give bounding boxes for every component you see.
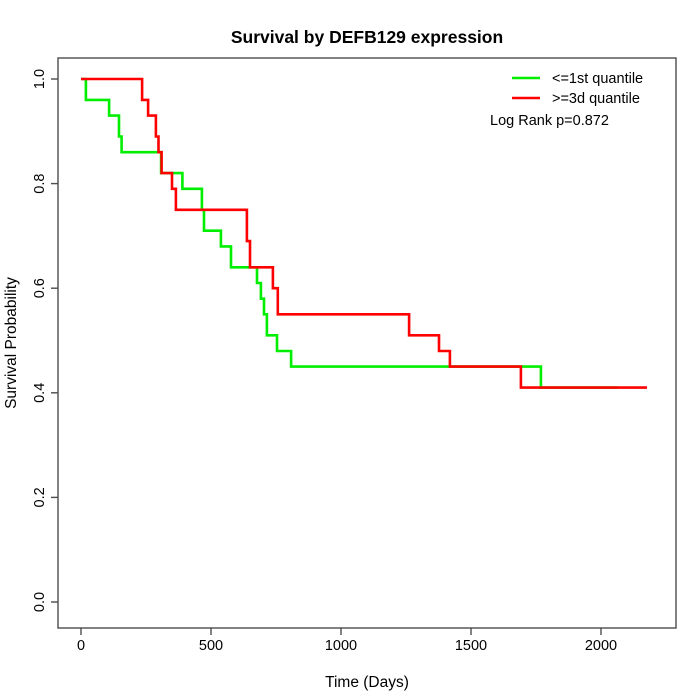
legend-label-green: <=1st quantile [552,71,643,87]
x-tick-label: 500 [199,638,223,654]
km-curve-low-quantile [81,77,618,389]
x-axis-label: Time (Days) [325,674,409,691]
log-rank-annotation: Log Rank p=0.872 [490,113,609,129]
y-tick-label: 1.0 [32,69,48,89]
chart-title: Survival by DEFB129 expression [231,27,503,47]
axes-layer: 0 500 1000 1500 2000 0.0 0.2 0.4 0.6 0.8 1.0 [32,69,617,654]
legend: <=1st quantile >=3d quantile Log Rank p=… [490,71,643,129]
km-curve-high-quantile [81,77,647,389]
y-tick-label: 0.4 [32,383,48,403]
y-tick-label: 0.2 [32,487,48,507]
legend-label-red: >=3d quantile [552,91,640,107]
y-axis-label: Survival Probability [3,277,20,409]
curves-layer [81,77,647,389]
y-tick-label: 0.8 [32,174,48,194]
x-tick-label: 2000 [585,638,617,654]
y-tick-label: 0.0 [32,592,48,612]
x-tick-label: 1000 [325,638,357,654]
plot-box [57,57,677,629]
x-tick-label: 1500 [455,638,487,654]
x-tick-label: 0 [77,638,85,654]
y-tick-label: 0.6 [32,278,48,298]
